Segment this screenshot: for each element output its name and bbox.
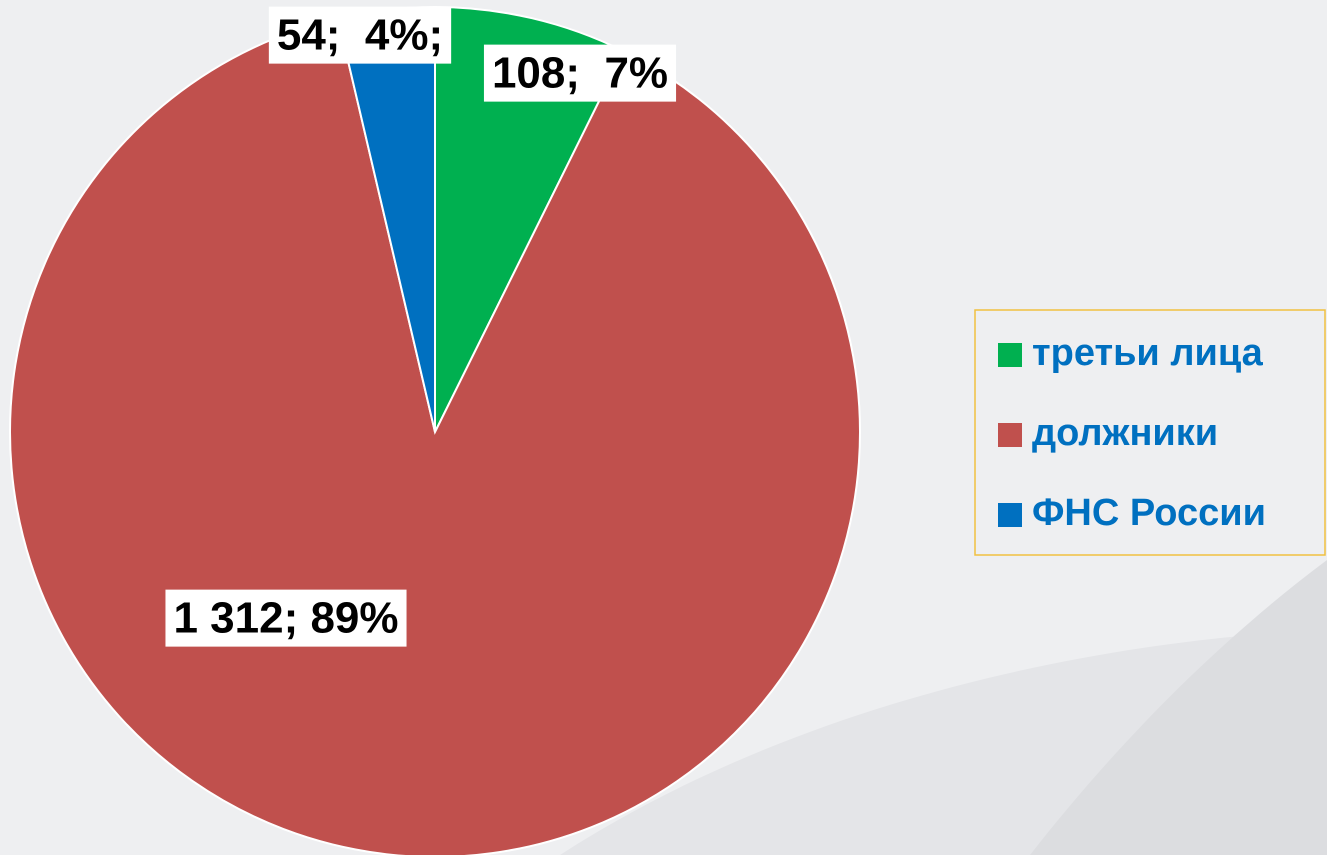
legend-swatch (998, 503, 1022, 527)
legend: третьи лица должники ФНС России (998, 332, 1266, 534)
pie (9, 5, 861, 855)
legend-label: должники (1032, 412, 1218, 454)
data-label-background (268, 6, 452, 64)
legend-swatch (998, 343, 1022, 367)
background-shape (1030, 560, 1327, 855)
legend-box (974, 309, 1326, 556)
legend-label: третьи лица (1032, 332, 1264, 374)
data-label-background (165, 589, 407, 647)
data-label-background (483, 44, 677, 102)
data-label: 54; 4%; (277, 11, 443, 60)
legend-label: ФНС России (1032, 492, 1266, 534)
legend-swatch (998, 423, 1022, 447)
data-label: 1 312; 89% (173, 594, 398, 643)
data-labels: 108; 7% 1 312; 89% 54; 4%; (165, 6, 677, 647)
data-label: 108; 7% (492, 49, 668, 98)
